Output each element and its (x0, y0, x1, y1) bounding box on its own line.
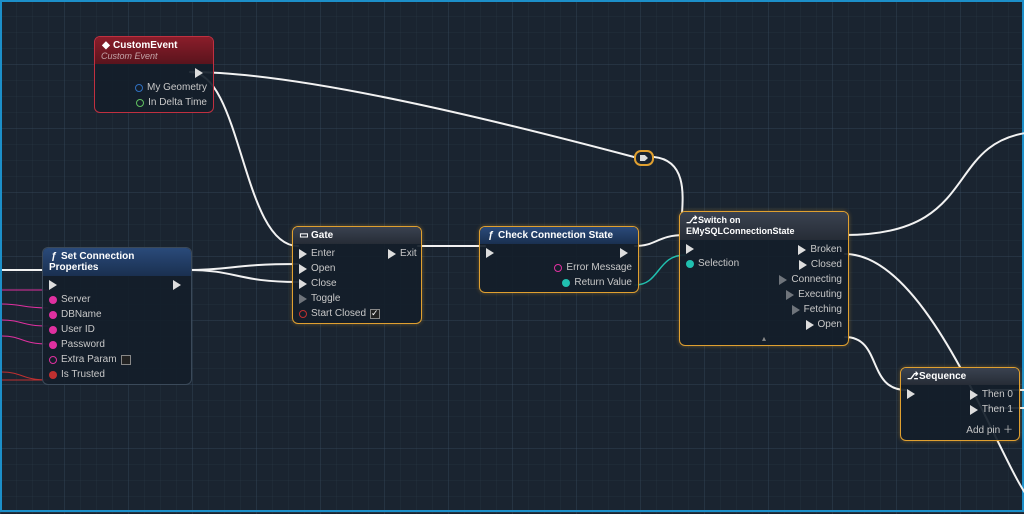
node-header: ƒCheck Connection State (480, 227, 638, 244)
title: Check Connection State (498, 230, 613, 241)
title: Sequence (919, 371, 966, 382)
pin-toggle[interactable]: Toggle (299, 293, 380, 304)
pin-err[interactable]: Error Message (554, 262, 632, 273)
title: CustomEvent (113, 40, 177, 51)
pin-in-delta[interactable]: In Delta Time (136, 97, 207, 108)
node-header: ƒSet Connection Properties (43, 248, 191, 276)
node-gate[interactable]: ▭Gate Enter Open Close Toggle Start Closed E… (292, 226, 422, 324)
outputs: Error Message Return Value (554, 248, 632, 288)
switch-icon: ⎇ (686, 215, 696, 226)
expand-icon[interactable]: ▴ (680, 334, 848, 345)
pin-dbname[interactable]: DBName (49, 309, 131, 320)
outputs: My Geometry In Delta Time (135, 68, 207, 108)
node-check-connection[interactable]: ƒCheck Connection State Error Message Ret… (479, 226, 639, 293)
node-header: ⎇Switch on EMySQLConnectionState (680, 212, 848, 240)
pin-broken[interactable]: Broken (798, 244, 842, 255)
pin-start-closed[interactable]: Start Closed (299, 308, 380, 319)
pin-server[interactable]: Server (49, 294, 131, 305)
pin-closed[interactable]: Closed (799, 259, 842, 270)
inputs: Enter Open Close Toggle Start Closed (299, 248, 380, 319)
pin-fetching[interactable]: Fetching (792, 304, 842, 315)
pin-close[interactable]: Close (299, 278, 380, 289)
node-header: ◆CustomEvent Custom Event (95, 37, 213, 64)
node-set-connection[interactable]: ƒSet Connection Properties Server DBName U… (42, 247, 192, 385)
outputs: Broken Closed Connecting Executing Fetching O… (779, 244, 842, 330)
pin-then0[interactable]: Then 0 (970, 389, 1013, 400)
pin-my-geometry[interactable]: My Geometry (135, 82, 207, 93)
pin-open[interactable]: Open (299, 263, 380, 274)
pin-exit[interactable]: Exit (388, 248, 417, 259)
outputs: Then 0 Then 1 (970, 389, 1013, 415)
pin-exec-in[interactable] (686, 244, 739, 254)
inputs (486, 248, 498, 288)
node-header: ⎇Sequence (901, 368, 1019, 385)
pin-exec-in[interactable] (907, 389, 919, 399)
title: Set Connection Properties (49, 251, 134, 273)
pin-connecting[interactable]: Connecting (779, 274, 842, 285)
node-header: ▭Gate (293, 227, 421, 244)
function-icon: ƒ (49, 251, 59, 262)
pin-executing[interactable]: Executing (786, 289, 842, 300)
node-sequence[interactable]: ⎇Sequence Then 0 Then 1 Add pin ＋ (900, 367, 1020, 441)
inputs: Selection (686, 244, 739, 330)
pin-open[interactable]: Open (806, 319, 842, 330)
pin-exec-out[interactable] (620, 248, 632, 258)
subtitle: Custom Event (101, 51, 207, 61)
outputs (173, 280, 185, 380)
reroute-node[interactable] (634, 150, 654, 166)
pin-enter[interactable]: Enter (299, 248, 380, 259)
function-icon: ƒ (486, 230, 496, 241)
pin-then1[interactable]: Then 1 (970, 404, 1013, 415)
pin-userid[interactable]: User ID (49, 324, 131, 335)
inputs (907, 389, 919, 415)
pin-password[interactable]: Password (49, 339, 131, 350)
pin-exec-in[interactable] (486, 248, 498, 258)
pin-ret[interactable]: Return Value (562, 277, 632, 288)
pin-extra[interactable]: Extra Param (49, 354, 131, 365)
pin-selection[interactable]: Selection (686, 258, 739, 269)
title: Gate (311, 230, 333, 241)
event-icon: ◆ (101, 40, 111, 51)
sequence-icon: ⎇ (907, 371, 917, 382)
pin-trusted[interactable]: Is Trusted (49, 369, 131, 380)
title: Switch on EMySQLConnectionState (686, 215, 795, 236)
add-pin-button[interactable]: Add pin ＋ (901, 419, 1019, 440)
pin-exec-in[interactable] (49, 280, 131, 290)
node-custom-event[interactable]: ◆CustomEvent Custom Event My Geometry In … (94, 36, 214, 113)
pin-exec[interactable] (195, 68, 207, 78)
outputs: Exit (388, 248, 417, 319)
node-switch[interactable]: ⎇Switch on EMySQLConnectionState Selecti… (679, 211, 849, 346)
pin-exec-out[interactable] (173, 280, 185, 290)
gate-icon: ▭ (299, 230, 309, 241)
inputs: Server DBName User ID Password Extra Param Is… (49, 280, 131, 380)
